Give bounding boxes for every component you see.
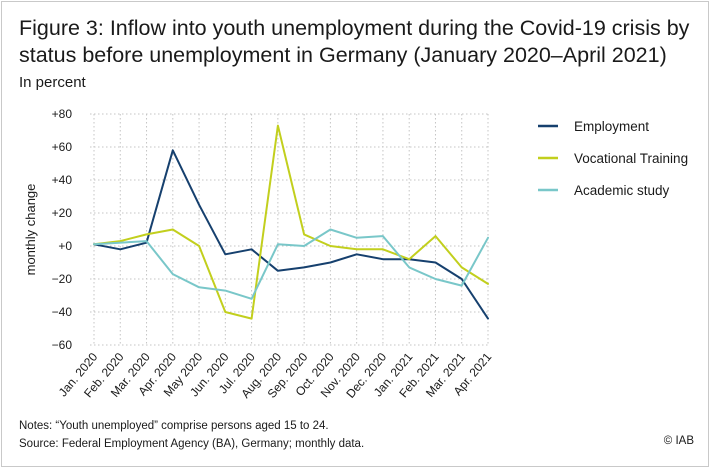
legend-label-employment: Employment <box>574 119 649 134</box>
y-tick-label: −40 <box>52 305 73 319</box>
grid <box>90 113 489 346</box>
legend: Employment Vocational Training Academic st… <box>538 119 688 198</box>
y-tick-label: −60 <box>52 338 73 352</box>
y-tick-label: +0 <box>58 239 72 253</box>
chart-title: Figure 3: Inflow into youth unemployment… <box>19 16 690 67</box>
legend-label-academic-study: Academic study <box>574 183 670 198</box>
chart-subtitle: In percent <box>19 74 86 91</box>
notes-text: Notes: “Youth unemployed” comprise perso… <box>19 420 329 432</box>
y-axis-title: monthly change <box>23 184 38 276</box>
series-line-academic-study <box>93 228 489 300</box>
source-text: Source: Federal Employment Agency (BA), … <box>19 438 365 450</box>
footnotes: Notes: “Youth unemployed” comprise perso… <box>19 417 364 453</box>
legend-label-vocational-training: Vocational Training <box>574 151 688 166</box>
y-tick-label: +80 <box>52 107 73 121</box>
series-line-employment <box>93 149 489 320</box>
y-tick-label: +20 <box>52 206 73 220</box>
y-tick-label: +40 <box>52 173 73 187</box>
series-line-vocational-training <box>93 124 489 320</box>
series <box>93 124 489 320</box>
copyright-text: © IAB <box>663 435 694 447</box>
y-tick-label: +60 <box>52 140 73 154</box>
y-tick-label: −20 <box>52 272 73 286</box>
